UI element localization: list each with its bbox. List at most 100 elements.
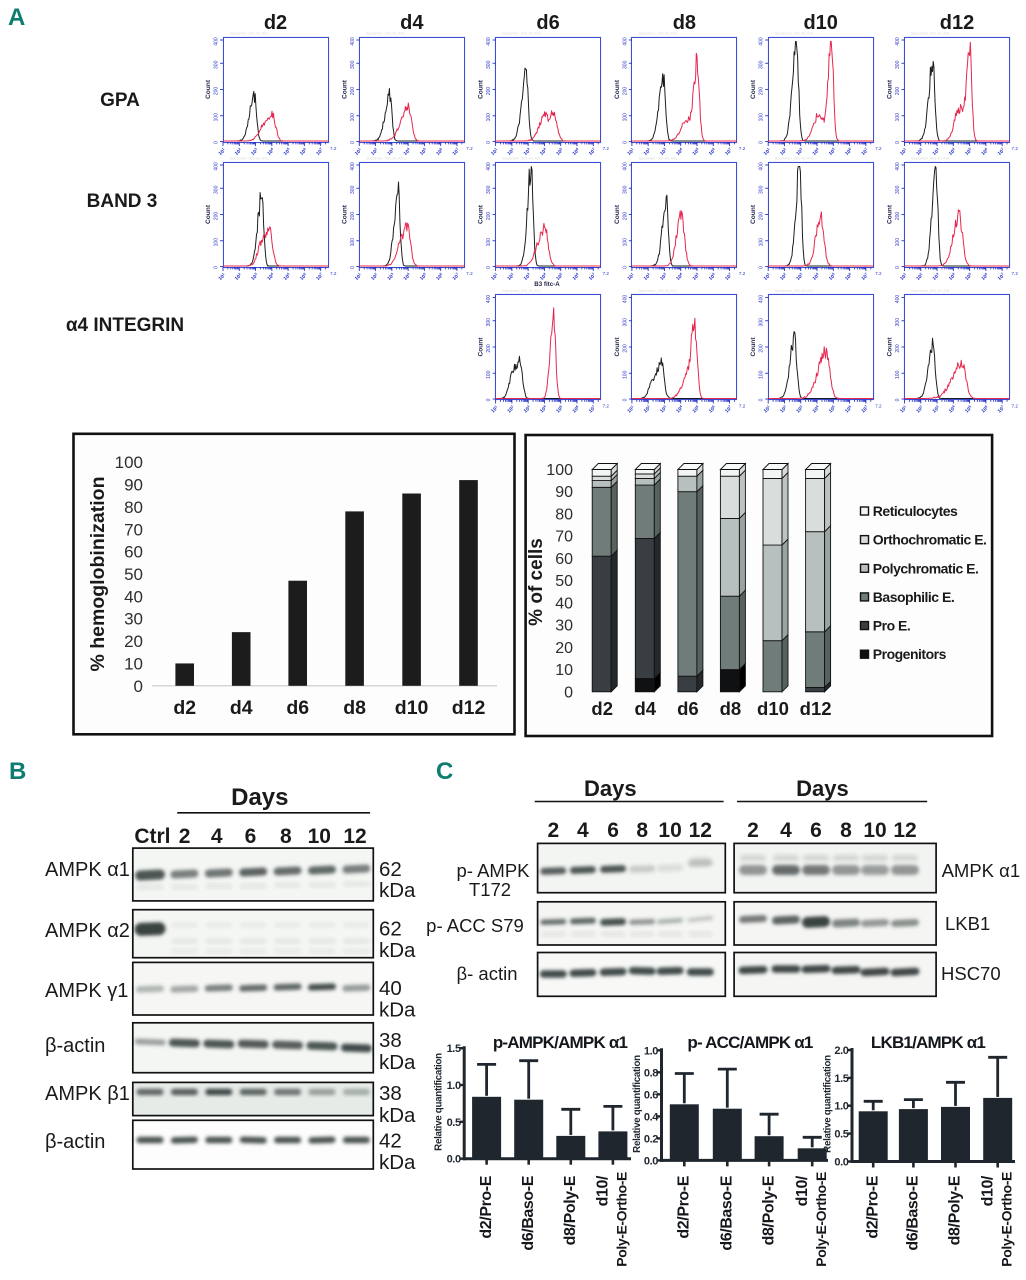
svg-text:106: 106 <box>571 404 581 414</box>
svg-text:103: 103 <box>386 272 396 282</box>
svg-text:Count: Count <box>750 337 757 357</box>
svg-text:102: 102 <box>778 272 788 282</box>
svg-text:200: 200 <box>486 87 492 96</box>
svg-text:kDa: kDa <box>379 999 416 1022</box>
svg-text:0: 0 <box>895 141 901 144</box>
svg-text:30: 30 <box>124 610 143 629</box>
svg-text:101: 101 <box>626 272 636 282</box>
svg-text:100: 100 <box>895 370 901 379</box>
svg-text:104: 104 <box>538 404 548 414</box>
svg-text:400: 400 <box>895 162 901 171</box>
svg-text:0.5: 0.5 <box>834 1129 848 1141</box>
svg-text:106: 106 <box>980 272 990 282</box>
svg-text:106: 106 <box>707 404 717 414</box>
svg-text:101: 101 <box>762 147 772 157</box>
svg-text:50: 50 <box>555 573 573 590</box>
svg-text:42: 42 <box>379 1130 402 1153</box>
svg-text:HSC70: HSC70 <box>941 963 1001 984</box>
svg-text:0.8: 0.8 <box>644 1067 658 1079</box>
svg-text:106: 106 <box>707 272 717 282</box>
svg-text:d10: d10 <box>757 698 789 719</box>
svg-text:200: 200 <box>214 212 220 221</box>
svg-text:105: 105 <box>691 272 701 282</box>
svg-text:12: 12 <box>689 819 712 842</box>
svg-text:d8/Poly-E: d8/Poly-E <box>947 1175 964 1245</box>
svg-text:Relative quantification: Relative quantification <box>823 1055 834 1153</box>
svg-text:104: 104 <box>811 272 821 282</box>
svg-text:Reticulocytes: Reticulocytes <box>873 503 958 519</box>
svg-text:Poly-E-Ortho-E: Poly-E-Ortho-E <box>614 1172 630 1267</box>
svg-text:200: 200 <box>486 344 492 353</box>
svg-text:400: 400 <box>895 295 901 304</box>
svg-text:200: 200 <box>895 344 901 353</box>
svg-text:106: 106 <box>435 147 445 157</box>
svg-text:d6: d6 <box>286 697 309 719</box>
svg-text:200: 200 <box>350 212 356 221</box>
svg-text:107: 107 <box>860 404 870 414</box>
svg-text:104: 104 <box>947 272 957 282</box>
svg-text:0.0: 0.0 <box>447 1154 461 1166</box>
svg-text:B: B <box>9 758 26 785</box>
svg-text:10: 10 <box>308 825 331 848</box>
svg-text:Relative quantification: Relative quantification <box>434 1053 445 1151</box>
svg-text:Specimen_001-A1 A01: Specimen_001-A1 A01 <box>775 32 814 36</box>
svg-text:7.2: 7.2 <box>739 404 746 409</box>
svg-text:7.2: 7.2 <box>603 146 610 151</box>
svg-text:Specimen_001-A1 A01: Specimen_001-A1 A01 <box>366 157 405 161</box>
svg-text:105: 105 <box>691 404 701 414</box>
svg-text:200: 200 <box>214 87 220 96</box>
svg-text:102: 102 <box>370 272 380 282</box>
svg-text:103: 103 <box>250 147 260 157</box>
svg-text:107: 107 <box>451 272 461 282</box>
svg-text:400: 400 <box>759 162 765 171</box>
svg-text:1.5: 1.5 <box>447 1043 461 1055</box>
svg-text:0.0: 0.0 <box>834 1157 848 1169</box>
svg-text:d12: d12 <box>452 697 486 719</box>
svg-text:Specimen_001-A1 A01: Specimen_001-A1 A01 <box>775 157 814 161</box>
svg-text:100: 100 <box>622 370 628 379</box>
svg-text:B3 fitc-A: B3 fitc-A <box>534 281 560 288</box>
svg-text:0.2: 0.2 <box>644 1133 658 1145</box>
svg-text:30: 30 <box>555 618 573 635</box>
svg-text:GPA: GPA <box>100 90 140 111</box>
svg-text:Specimen_001-A1 A01: Specimen_001-A1 A01 <box>911 289 950 293</box>
svg-text:0: 0 <box>895 266 901 269</box>
svg-text:Relative quantification: Relative quantification <box>632 1055 643 1153</box>
svg-text:38: 38 <box>379 1082 402 1105</box>
svg-text:200: 200 <box>486 212 492 221</box>
svg-text:AMPK β1: AMPK β1 <box>45 1083 130 1105</box>
svg-text:4: 4 <box>211 825 223 848</box>
svg-text:106: 106 <box>844 272 854 282</box>
svg-text:AMPK γ1: AMPK γ1 <box>45 980 128 1002</box>
svg-text:AMPK α1: AMPK α1 <box>942 860 1021 881</box>
svg-text:300: 300 <box>622 318 628 327</box>
svg-text:1.0: 1.0 <box>447 1080 461 1092</box>
svg-text:0.0: 0.0 <box>644 1155 658 1167</box>
svg-text:1.5: 1.5 <box>834 1073 848 1085</box>
svg-text:Count: Count <box>341 204 348 224</box>
svg-text:100: 100 <box>546 462 573 479</box>
svg-text:6: 6 <box>810 819 822 842</box>
svg-text:Poly-E-Ortho-E: Poly-E-Ortho-E <box>813 1172 829 1267</box>
svg-text:A: A <box>8 4 25 31</box>
svg-text:50: 50 <box>124 565 143 584</box>
svg-text:Specimen_001-A1 A01: Specimen_001-A1 A01 <box>366 32 405 36</box>
svg-text:300: 300 <box>214 185 220 194</box>
svg-text:4: 4 <box>577 819 589 842</box>
svg-text:0: 0 <box>622 266 628 269</box>
svg-text:90: 90 <box>555 484 573 501</box>
svg-text:400: 400 <box>214 37 220 46</box>
svg-text:300: 300 <box>895 318 901 327</box>
svg-text:300: 300 <box>759 185 765 194</box>
svg-text:104: 104 <box>402 272 412 282</box>
svg-text:300: 300 <box>350 60 356 69</box>
svg-text:101: 101 <box>762 404 772 414</box>
svg-text:kDa: kDa <box>379 939 416 962</box>
svg-text:107: 107 <box>724 404 734 414</box>
svg-text:0: 0 <box>134 677 143 696</box>
svg-text:d2: d2 <box>264 12 287 34</box>
svg-text:7.2: 7.2 <box>1012 404 1019 409</box>
svg-text:C: C <box>436 758 453 785</box>
svg-text:106: 106 <box>571 147 581 157</box>
svg-text:103: 103 <box>386 147 396 157</box>
